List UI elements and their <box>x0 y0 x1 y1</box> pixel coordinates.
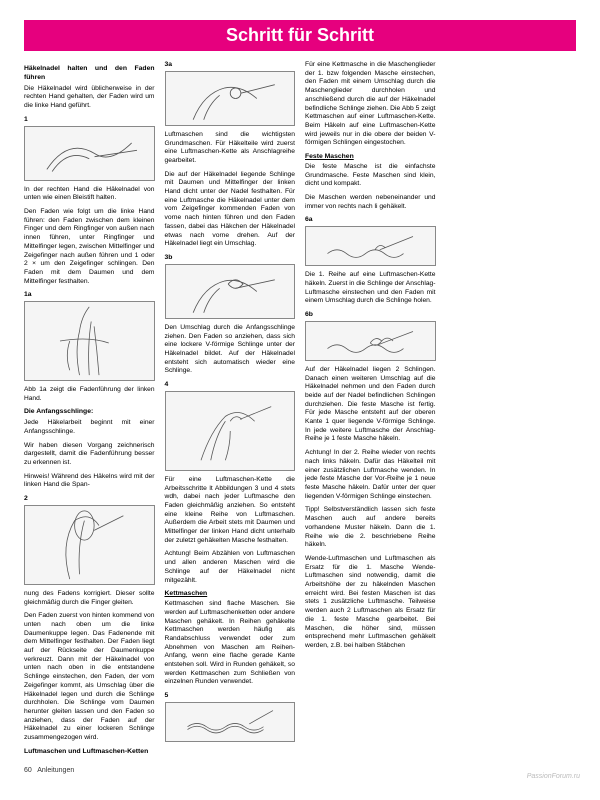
para: nung des Fadens korrigiert. Dieser sollt… <box>24 590 155 607</box>
para: Auf der Häkelnadel liegen 2 Schlingen. D… <box>305 366 436 444</box>
heading-fest: Feste Maschen <box>305 153 436 162</box>
figure-6b: 6b <box>305 311 436 361</box>
para: Die feste Masche ist die einfachste Grun… <box>305 163 436 189</box>
figure-4: 4 <box>165 381 296 471</box>
heading-kett: Kettmaschen <box>165 590 296 599</box>
para: In der rechten Hand die Häkelnadel von u… <box>24 186 155 203</box>
para: Die Häkelnadel wird üblicherweise in der… <box>24 85 155 111</box>
figure-3b: 3b <box>165 254 296 319</box>
fig-label: 3b <box>165 254 296 263</box>
illustration-icon <box>305 321 436 361</box>
illustration-icon <box>165 264 296 319</box>
para: Den Faden zuerst von hinten kommend von … <box>24 612 155 743</box>
illustration-icon <box>24 126 155 181</box>
para: Achtung! In der 2. Reihe wieder von rech… <box>305 449 436 501</box>
figure-2: 2 <box>24 495 155 585</box>
para: Die 1. Reihe auf eine Luftmaschen-Kette … <box>305 271 436 306</box>
watermark: PassionForum.ru <box>527 773 580 780</box>
fig-label: 6a <box>305 216 436 225</box>
figure-5: 5 <box>165 692 296 742</box>
illustration-icon <box>24 505 155 585</box>
para: Luftmaschen sind die wichtigsten Grundma… <box>165 131 296 166</box>
caption: Abb 1a zeigt die Fadenführung der linken… <box>24 386 155 403</box>
para: Wende-Luftmaschen und Luftmaschen als Er… <box>305 555 436 651</box>
section-label: Anleitungen <box>37 767 74 774</box>
fig-label: 1 <box>24 116 155 125</box>
para: Hinweis! Während des Häkelns wird mit de… <box>24 473 155 490</box>
para: Jede Häkelarbeit beginnt mit einer Anfan… <box>24 419 155 436</box>
page-footer: 60 Anleitungen <box>24 767 576 774</box>
illustration-icon <box>165 702 296 742</box>
heading-anfang: Die Anfangsschlinge: <box>24 408 155 417</box>
para: Die Maschen werden nebeneinander und imm… <box>305 194 436 211</box>
illustration-icon <box>165 71 296 126</box>
page-number: 60 <box>24 767 32 774</box>
figure-1: 1 <box>24 116 155 181</box>
fig-label: 5 <box>165 692 296 701</box>
figure-6a: 6a <box>305 216 436 266</box>
title-bar: Schritt für Schritt <box>24 20 576 51</box>
illustration-icon <box>165 391 296 471</box>
para: Achtung! Beim Abzählen von Luftmaschen u… <box>165 550 296 585</box>
fig-label: 1a <box>24 291 155 300</box>
para: Den Umschlag durch die Anfangsschlinge z… <box>165 324 296 376</box>
illustration-icon <box>305 226 436 266</box>
figure-3a: 3a <box>165 61 296 126</box>
fig-label: 6b <box>305 311 436 320</box>
para: Für eine Luftmaschen-Kette die Arbeitssc… <box>165 476 296 546</box>
para: Wir haben diesen Vorgang zeichnerisch da… <box>24 442 155 468</box>
para: Kettmaschen sind flache Maschen. Sie wer… <box>165 600 296 687</box>
figure-1a: 1a <box>24 291 155 381</box>
page-title: Schritt für Schritt <box>226 25 374 45</box>
para: Für eine Kettmasche in die Maschengliede… <box>305 61 436 148</box>
fig-label: 2 <box>24 495 155 504</box>
para: Den Faden wie folgt um die linke Hand fü… <box>24 208 155 286</box>
para: Tipp! Selbstverständlich lassen sich fes… <box>305 506 436 550</box>
fig-label: 4 <box>165 381 296 390</box>
heading-luft: Luftmaschen und Luftmaschen-Ketten <box>24 748 155 757</box>
para: Die auf der Häkelnadel liegende Schlinge… <box>165 171 296 249</box>
illustration-icon <box>24 301 155 381</box>
heading-hold: Häkelnadel halten und den Faden führen <box>24 65 155 83</box>
article-body: Häkelnadel halten und den Faden führen D… <box>24 61 576 761</box>
fig-label: 3a <box>165 61 296 70</box>
